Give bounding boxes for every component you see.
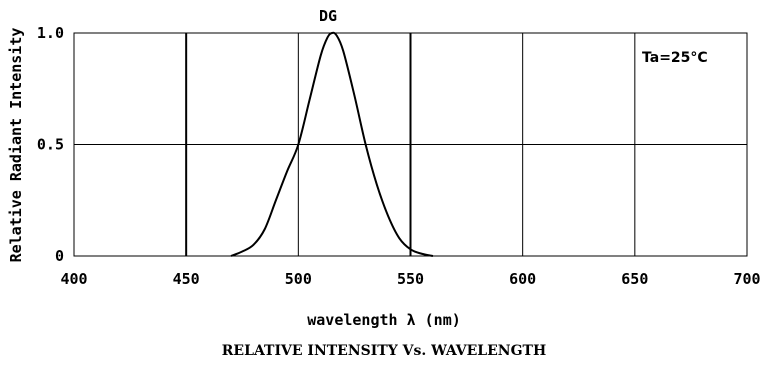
x-tick-label-400: 400 [60, 270, 87, 288]
x-tick-label-450: 450 [173, 270, 200, 288]
plot-frame [73, 32, 748, 257]
y-axis-label: Relative Radiant Intensity [7, 28, 25, 263]
series-curve-group [230, 31, 434, 257]
x-tick-label-700: 700 [733, 270, 760, 288]
x-tick-labels: 400 450 500 550 600 650 700 [60, 270, 760, 288]
x-tick-label-650: 650 [621, 270, 648, 288]
x-tick-label-550: 550 [397, 270, 424, 288]
temperature-annotation: Ta=25°C [642, 50, 708, 66]
x-tick-label-500: 500 [285, 270, 312, 288]
series-line-0 [230, 31, 434, 257]
y-tick-label-0: 0 [55, 247, 64, 265]
grid [74, 33, 747, 256]
x-tick-label-600: 600 [509, 270, 536, 288]
y-tick-label-0.5: 0.5 [37, 136, 64, 154]
chart-caption: RELATIVE INTENSITY Vs. WAVELENGTH [222, 343, 546, 359]
y-tick-labels: 0 0.5 1.0 [37, 24, 64, 265]
x-axis-label: wavelength λ (nm) [307, 311, 461, 329]
chart-title: DG [319, 7, 337, 25]
y-tick-label-1: 1.0 [37, 24, 64, 42]
